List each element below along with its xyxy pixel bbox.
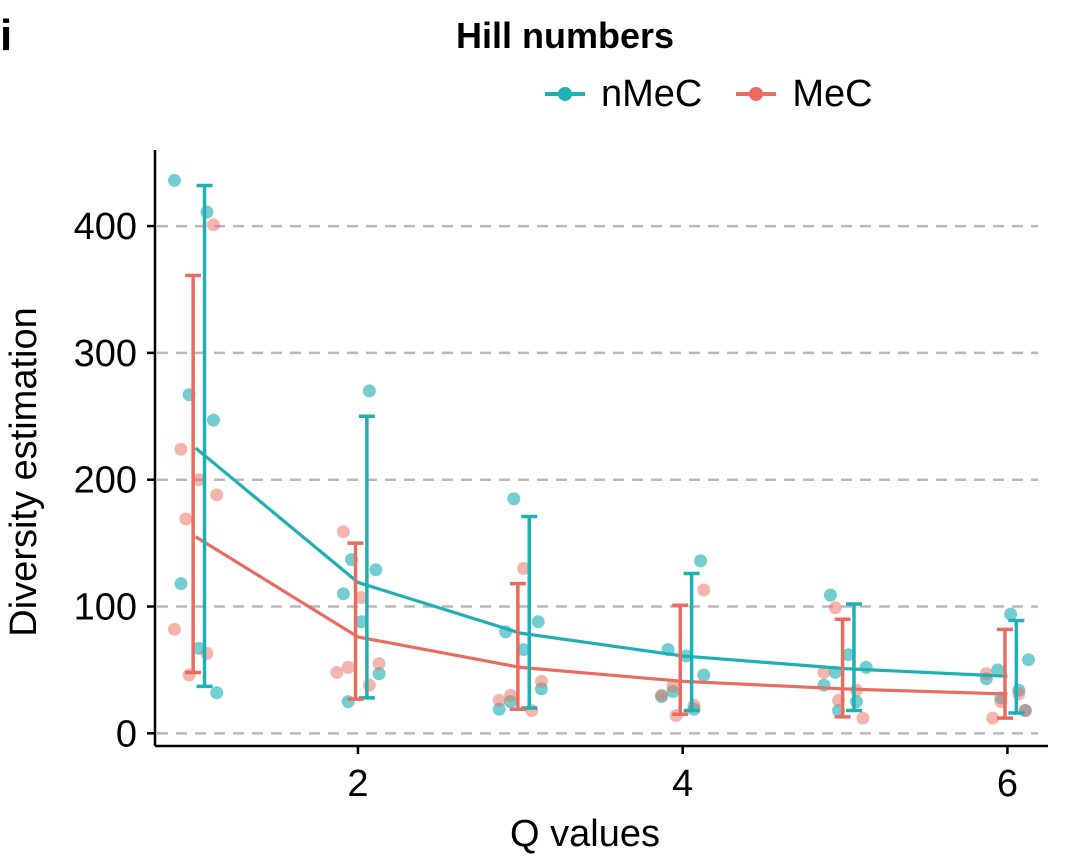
point-mec-q4-1 xyxy=(666,679,680,693)
legend-entry-mec: MeC xyxy=(736,73,873,115)
x-axis-label: Q values xyxy=(510,813,660,855)
point-mec-q1-1 xyxy=(174,442,188,456)
point-nmec-q2-5 xyxy=(372,667,386,681)
point-nmec-q6-2 xyxy=(991,663,1005,677)
y-axis-label: Diversity estimation xyxy=(3,307,45,636)
legend: nMeC MeC xyxy=(545,72,873,116)
y-tick-label-0: 0 xyxy=(116,713,137,755)
y-axis-ticks: 0 100 200 300 400 xyxy=(74,206,155,755)
legend-dot-nmec xyxy=(558,87,572,101)
error-bars xyxy=(185,183,1025,720)
point-nmec-q5-1 xyxy=(841,648,855,662)
legend-key-mec xyxy=(736,84,777,104)
y-tick-label-200: 200 xyxy=(74,460,137,502)
point-mec-q2-0 xyxy=(336,525,350,539)
point-mec-q6-4 xyxy=(986,711,1000,725)
point-nmec-q6-0 xyxy=(1004,607,1018,621)
line-nmec xyxy=(194,446,1008,678)
point-nmec-q2-0 xyxy=(362,384,376,398)
point-mec-q4-2 xyxy=(655,688,669,702)
point-nmec-q2-4 xyxy=(354,615,368,629)
point-mec-q4-0 xyxy=(697,583,711,597)
series-lines xyxy=(194,446,1008,696)
point-nmec-q2-6 xyxy=(341,695,355,709)
grid-lines xyxy=(157,224,1038,735)
y-tick-label-300: 300 xyxy=(74,333,137,375)
x-tick-label-2: 2 xyxy=(347,763,368,805)
legend-label-mec: MeC xyxy=(792,73,873,115)
point-mec-q2-3 xyxy=(341,660,355,674)
point-mec-q1-2 xyxy=(192,473,206,487)
point-mec-q2-4 xyxy=(330,665,344,679)
legend-key-nmec xyxy=(545,84,585,104)
point-mec-q6-1 xyxy=(1012,687,1026,701)
point-mec-q3-0 xyxy=(517,561,531,575)
legend-dot-mec xyxy=(749,87,764,101)
y-tick-label-400: 400 xyxy=(74,206,137,248)
point-mec-q2-5 xyxy=(362,678,376,692)
point-mec-q3-2 xyxy=(504,688,518,702)
point-mec-q1-5 xyxy=(167,622,181,636)
point-nmec-q5-5 xyxy=(849,695,863,709)
point-mec-q2-1 xyxy=(354,591,368,605)
x-tick-label-6: 6 xyxy=(997,763,1018,805)
point-mec-q2-2 xyxy=(372,657,386,671)
point-nmec-q1-1 xyxy=(200,205,214,219)
axes xyxy=(153,150,1048,748)
point-mec-q1-6 xyxy=(200,646,214,660)
point-nmec-q1-4 xyxy=(174,577,188,591)
point-nmec-q5-2 xyxy=(859,660,873,674)
line-mec xyxy=(194,535,1008,696)
point-mec-q3-3 xyxy=(492,693,506,707)
point-mec-q3-4 xyxy=(525,703,539,717)
legend-entry-nmec: nMeC xyxy=(545,75,702,113)
point-mec-q1-4 xyxy=(179,512,193,526)
point-nmec-q5-0 xyxy=(823,588,837,602)
point-nmec-q1-3 xyxy=(206,413,220,427)
point-nmec-q4-0 xyxy=(694,554,708,568)
jitter-points xyxy=(167,173,1036,725)
point-nmec-q3-0 xyxy=(507,492,521,506)
point-nmec-q1-0 xyxy=(167,173,181,187)
point-mec-q1-3 xyxy=(210,488,224,502)
point-nmec-q1-6 xyxy=(210,686,224,700)
point-nmec-q3-1 xyxy=(531,615,545,629)
x-tick-label-4: 4 xyxy=(672,763,693,805)
chart-title: Hill numbers xyxy=(455,15,675,56)
point-nmec-q3-3 xyxy=(517,643,531,657)
point-mec-q1-0 xyxy=(206,218,220,232)
x-axis-ticks: 2 4 6 xyxy=(347,746,1018,805)
y-tick-label-100: 100 xyxy=(74,587,137,629)
point-nmec-q2-2 xyxy=(369,563,383,577)
point-mec-q5-4 xyxy=(856,711,870,725)
point-mec-q5-1 xyxy=(817,665,831,679)
point-nmec-q6-1 xyxy=(1022,653,1036,667)
point-nmec-q4-3 xyxy=(697,668,711,682)
legend-label-nmec: nMeC xyxy=(601,73,703,115)
point-nmec-q2-3 xyxy=(336,587,350,601)
point-mec-q3-1 xyxy=(534,674,548,688)
point-mec-q6-3 xyxy=(1018,703,1032,717)
point-mec-q5-0 xyxy=(828,601,842,615)
panel-label: i xyxy=(0,11,13,60)
